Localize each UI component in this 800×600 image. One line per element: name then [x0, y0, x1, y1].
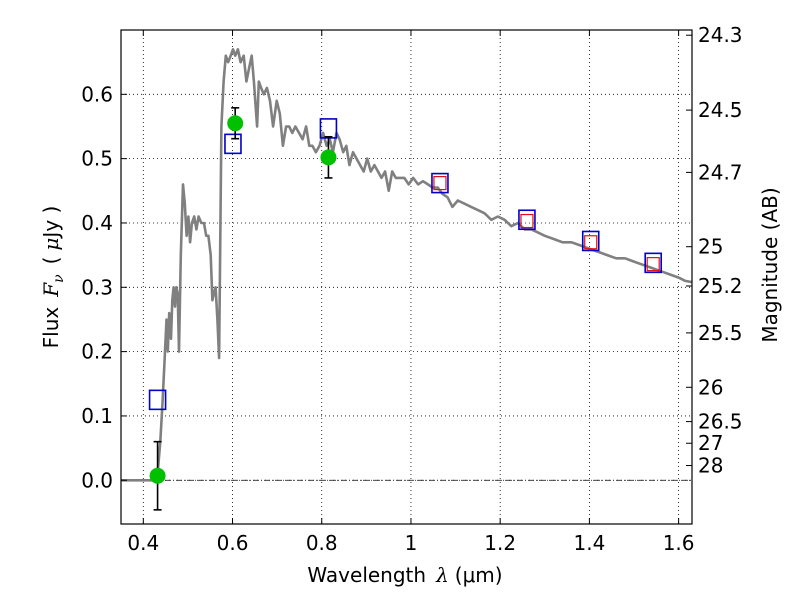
magnitude-tick-label: 26: [698, 375, 723, 399]
y-tick-label: 0.0: [81, 468, 113, 492]
observed-photometry: [149, 107, 337, 511]
model-photometry-inner-square: [520, 213, 534, 229]
magnitude-tick-label: 24.7: [698, 160, 743, 184]
y-tick-label: 0.2: [81, 340, 113, 364]
y-tick-label: 0.1: [81, 404, 113, 428]
x-tick-label: 1.4: [573, 531, 605, 555]
x-axis-label: Wavelength λ (μm): [307, 563, 502, 587]
magnitude-tick-label: 27: [698, 431, 723, 455]
magnitude-tick-label: 26.5: [698, 410, 743, 434]
magnitude-tick-label: 25.2: [698, 274, 743, 298]
model-photometry-inner-square: [646, 257, 660, 272]
y-axis-label: FluxFν(μJy ): [39, 206, 67, 349]
magnitude-tick-label: 24.3: [698, 23, 743, 47]
y-tick-label: 0.6: [81, 82, 113, 106]
x-tick-label: 0.6: [217, 531, 249, 555]
magnitude-tick-label: 24.5: [698, 98, 743, 122]
y-axis-ticks: 0.0 0.1 0.2 0.3 0.4 0.5 0.6: [81, 82, 127, 492]
model-photometry: [148, 118, 662, 411]
x-tick-label: 1: [405, 531, 418, 555]
magnitude-axis-label: Magnitude (AB): [758, 187, 782, 342]
magnitude-tick-label: 25: [698, 235, 723, 259]
x-tick-label: 1.2: [484, 531, 516, 555]
grid-lines: [121, 30, 692, 524]
magnitude-tick-label: 25.5: [698, 321, 743, 345]
model-spectrum: [121, 48, 693, 482]
observed-point: [320, 149, 337, 166]
magnitude-tick-label: 28: [698, 454, 723, 478]
observed-point: [227, 115, 244, 132]
x-tick-label: 0.4: [127, 531, 159, 555]
model-photometry-square: [644, 252, 662, 274]
y-tick-label: 0.5: [81, 147, 113, 171]
model-photometry-square: [518, 209, 536, 231]
model-photometry-inner-square: [433, 175, 447, 191]
model-photometry-square: [224, 133, 242, 155]
model-photometry-square: [148, 389, 167, 411]
plot-frame: [120, 29, 693, 525]
observed-point: [149, 467, 166, 484]
x-tick-label: 0.8: [306, 531, 338, 555]
spectrum-line: [121, 48, 693, 482]
x-tick-label: 1.6: [663, 531, 695, 555]
model-photometry-square: [581, 230, 600, 252]
y-tick-label: 0.4: [81, 211, 113, 235]
model-photometry-square: [431, 172, 449, 194]
x-axis-ticks: 0.4 0.6 0.8 1 1.2 1.4 1.6: [127, 30, 695, 555]
model-photometry-inner-square: [584, 235, 598, 250]
y-tick-label: 0.3: [81, 275, 113, 299]
